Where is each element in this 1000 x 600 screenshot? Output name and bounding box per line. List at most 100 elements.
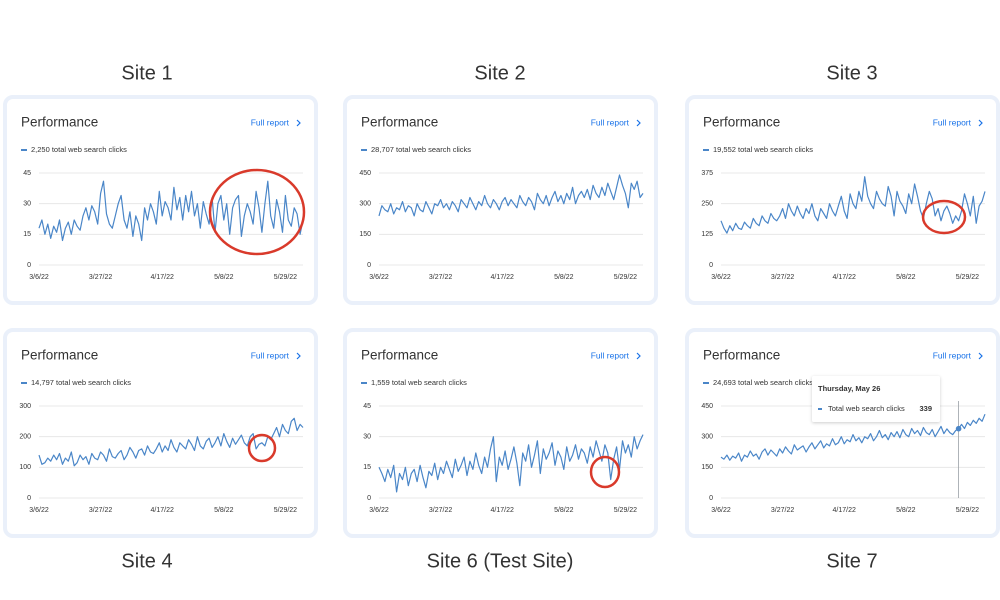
highlight-circle bbox=[247, 433, 277, 463]
full-report-link[interactable]: Full report bbox=[933, 117, 972, 127]
x-tick-label: 5/29/22 bbox=[956, 274, 979, 281]
x-tick-label: 3/27/22 bbox=[771, 507, 794, 514]
tooltip-label: Total web search clicks bbox=[828, 404, 905, 413]
performance-card: Site 1 Performance Full report 2,250 total … bbox=[3, 62, 318, 305]
series-line bbox=[38, 417, 304, 467]
card-title: Performance bbox=[361, 348, 438, 363]
x-tick-label: 5/8/22 bbox=[896, 507, 916, 514]
card-title: Performance bbox=[361, 115, 438, 130]
x-tick-label: 3/27/22 bbox=[89, 507, 112, 514]
x-tick-label: 3/6/22 bbox=[29, 507, 49, 514]
y-tick-label: 450 bbox=[359, 170, 371, 177]
y-tick-label: 45 bbox=[363, 403, 371, 410]
y-tick-label: 300 bbox=[701, 434, 713, 441]
series-line bbox=[38, 180, 304, 242]
card bbox=[3, 328, 318, 538]
y-tick-label: 250 bbox=[701, 201, 713, 208]
x-tick-label: 3/6/22 bbox=[711, 507, 731, 514]
card-title: Performance bbox=[703, 348, 780, 363]
y-tick-label: 125 bbox=[701, 231, 713, 238]
x-tick-label: 3/6/22 bbox=[369, 274, 389, 281]
x-tick-label: 3/6/22 bbox=[711, 274, 731, 281]
y-tick-label: 375 bbox=[701, 170, 713, 177]
annotations bbox=[208, 168, 967, 489]
x-tick-label: 4/17/22 bbox=[151, 274, 174, 281]
site-caption: Site 6 (Test Site) bbox=[427, 550, 574, 572]
full-report-link[interactable]: Full report bbox=[251, 350, 290, 360]
chevron bbox=[636, 119, 641, 127]
x-tick-label: 4/17/22 bbox=[491, 507, 514, 514]
x-tick-label: 5/8/22 bbox=[214, 274, 234, 281]
series-line bbox=[720, 176, 986, 234]
x-tick-label: 3/27/22 bbox=[89, 274, 112, 281]
y-tick-label: 450 bbox=[701, 403, 713, 410]
performance-card: Site 7 Performance Full report 24,693 total… bbox=[685, 328, 1000, 572]
y-tick-label: 300 bbox=[359, 201, 371, 208]
performance-card: Site 6 (Test Site) Performance Full report… bbox=[343, 328, 658, 572]
x-tick-label: 4/17/22 bbox=[491, 274, 514, 281]
card-title: Performance bbox=[21, 348, 98, 363]
y-tick-label: 0 bbox=[27, 495, 31, 502]
y-tick-label: 15 bbox=[23, 231, 31, 238]
card-title: Performance bbox=[703, 115, 780, 130]
x-tick-label: 5/29/22 bbox=[274, 507, 297, 514]
series-line bbox=[378, 434, 644, 493]
y-tick-label: 0 bbox=[709, 495, 713, 502]
x-tick-label: 4/17/22 bbox=[833, 507, 856, 514]
y-tick-label: 0 bbox=[709, 262, 713, 269]
performance-card: Site 4 Performance Full report 14,797 total… bbox=[3, 328, 318, 572]
y-tick-label: 300 bbox=[19, 403, 31, 410]
x-tick-label: 3/6/22 bbox=[369, 507, 389, 514]
full-report-link[interactable]: Full report bbox=[933, 350, 972, 360]
y-tick-label: 150 bbox=[359, 231, 371, 238]
x-tick-label: 3/6/22 bbox=[29, 274, 49, 281]
x-tick-label: 4/17/22 bbox=[833, 274, 856, 281]
x-tick-label: 3/27/22 bbox=[429, 274, 452, 281]
y-tick-label: 30 bbox=[363, 434, 371, 441]
x-tick-label: 5/8/22 bbox=[896, 274, 916, 281]
x-tick-label: 5/8/22 bbox=[214, 507, 234, 514]
x-tick-label: 5/29/22 bbox=[614, 274, 637, 281]
performance-card: Site 3 Performance Full report 19,552 total… bbox=[685, 62, 1000, 305]
x-tick-label: 5/8/22 bbox=[554, 274, 574, 281]
tooltip-date: Thursday, May 26 bbox=[818, 384, 880, 393]
card bbox=[343, 95, 658, 305]
x-tick-label: 5/8/22 bbox=[554, 507, 574, 514]
x-tick-label: 3/27/22 bbox=[771, 274, 794, 281]
y-tick-label: 45 bbox=[23, 170, 31, 177]
chevron bbox=[296, 352, 301, 360]
performance-card: Site 2 Performance Full report 28,707 total… bbox=[343, 62, 658, 305]
y-tick-label: 200 bbox=[19, 434, 31, 441]
full-report-link[interactable]: Full report bbox=[251, 117, 290, 127]
full-report-link[interactable]: Full report bbox=[591, 117, 630, 127]
site-caption: Site 1 bbox=[121, 62, 172, 84]
cards: Site 1 Performance Full report 2,250 total … bbox=[3, 62, 1000, 572]
legend-label: 2,250 total web search clicks bbox=[31, 145, 127, 154]
y-tick-label: 0 bbox=[367, 495, 371, 502]
x-tick-label: 4/17/22 bbox=[151, 507, 174, 514]
y-tick-label: 100 bbox=[19, 464, 31, 471]
series-line bbox=[720, 413, 986, 462]
legend-label: 28,707 total web search clicks bbox=[371, 145, 471, 154]
site-caption: Site 7 bbox=[826, 550, 877, 572]
tooltip-value: 339 bbox=[919, 404, 932, 413]
card-title: Performance bbox=[21, 115, 98, 130]
y-tick-label: 0 bbox=[367, 262, 371, 269]
hover-point bbox=[955, 425, 962, 432]
chevron bbox=[296, 119, 301, 127]
full-report-link[interactable]: Full report bbox=[591, 350, 630, 360]
legend-label: 24,693 total web search clicks bbox=[713, 378, 813, 387]
x-tick-label: 5/29/22 bbox=[274, 274, 297, 281]
x-tick-label: 5/29/22 bbox=[956, 507, 979, 514]
legend-label: 14,797 total web search clicks bbox=[31, 378, 131, 387]
y-tick-label: 0 bbox=[27, 262, 31, 269]
highlight-circle bbox=[589, 455, 621, 489]
y-tick-label: 15 bbox=[363, 464, 371, 471]
site-caption: Site 2 bbox=[474, 62, 525, 84]
tooltip bbox=[812, 376, 940, 422]
highlight-circle bbox=[921, 199, 967, 235]
card bbox=[343, 328, 658, 538]
y-tick-label: 150 bbox=[701, 464, 713, 471]
